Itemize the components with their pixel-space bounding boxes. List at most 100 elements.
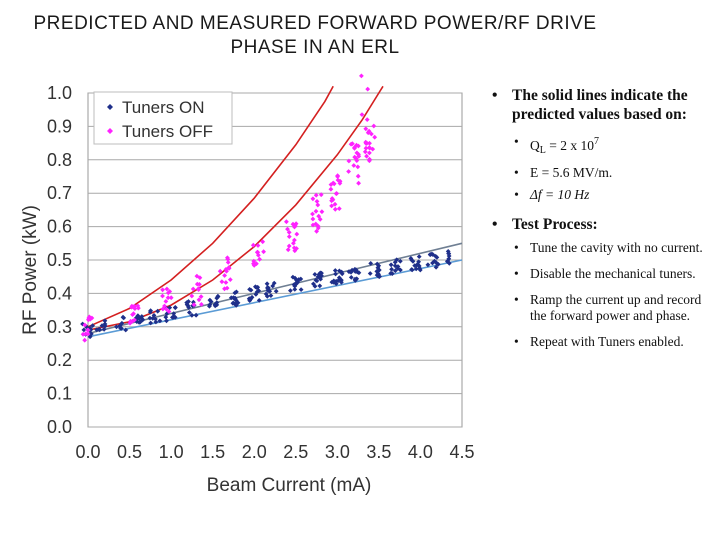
tuners-on-point	[235, 300, 241, 306]
tuners-on-point	[392, 268, 398, 274]
tuners-on-point	[153, 319, 159, 325]
tuners-off-point	[87, 316, 93, 322]
tuners-on-point	[270, 283, 276, 289]
tuners-off-point	[167, 289, 173, 294]
y-tick-label: 0.1	[47, 384, 72, 404]
y-tick-label: 0.0	[47, 417, 72, 437]
tuners-on-point	[151, 313, 157, 318]
tuners-on-point	[408, 256, 414, 261]
tuners-on-point	[392, 263, 398, 269]
step-repeat-enabled: Repeat with Tuners enabled.	[514, 334, 717, 350]
tuners-off-point	[135, 303, 141, 309]
tuners-off-point	[294, 246, 299, 251]
tuners-off-point	[363, 145, 369, 151]
tuners-off-point	[334, 191, 340, 196]
tuners-off-point	[348, 141, 354, 147]
tuners-on-point	[231, 295, 237, 301]
tuners-on-point	[395, 265, 401, 271]
tuners-off-point	[132, 317, 137, 323]
tuners-on-point	[120, 314, 126, 320]
tuners-off-point	[292, 237, 297, 243]
x-tick-label: 0.0	[75, 442, 100, 462]
tuners-on-point	[435, 261, 441, 267]
y-tick-label: 0.2	[47, 350, 72, 370]
tuners-on-point	[292, 287, 298, 292]
tuners-on-point	[333, 271, 338, 277]
y-tick-label: 0.5	[47, 250, 72, 270]
tuners-off-point	[292, 224, 297, 230]
tuners-off-point	[191, 302, 197, 308]
tuners-on-point	[409, 267, 415, 273]
tuners-off-point	[319, 209, 325, 215]
tuners-off-point	[127, 320, 133, 326]
tuners-off-point	[328, 182, 334, 187]
tuners-off-point	[315, 202, 321, 208]
tuners-on-point	[207, 303, 212, 309]
tuners-on-point	[123, 327, 129, 333]
tuners-on-point	[212, 302, 218, 307]
tuners-on-point	[388, 271, 394, 276]
tuners-on-point	[295, 279, 300, 284]
tuners-off-point	[82, 337, 88, 343]
legend-marker-tuners-on	[107, 104, 113, 110]
tuners-off-point	[285, 226, 290, 232]
tuners-on-point	[135, 313, 141, 319]
loaded-q-prefix: Q	[530, 138, 540, 153]
tuners-on-point	[416, 263, 422, 269]
tuners-off-point	[132, 303, 137, 309]
tuners-on-point	[254, 289, 260, 295]
tuners-off-point	[367, 156, 372, 162]
tuners-off-point	[367, 140, 372, 146]
tuners-on-point	[172, 314, 178, 320]
tuners-on-point	[397, 258, 403, 264]
tuners-on-point	[215, 293, 221, 299]
tuners-off-point	[354, 142, 359, 148]
slide-title: PREDICTED AND MEASURED FORWARD POWER/RF …	[0, 12, 630, 60]
step-tune-cavity: Tune the cavity with no current.	[514, 240, 717, 256]
tuners-on-point	[332, 268, 338, 273]
tuners-on-point	[137, 319, 143, 325]
tuners-off-point	[356, 180, 361, 186]
tuners-on-point	[248, 296, 254, 302]
tuners-on-point	[315, 274, 321, 280]
tuners-off-point	[255, 243, 261, 248]
tuners-off-point	[336, 206, 342, 211]
tuners-off-point	[346, 158, 352, 164]
tuners-on-point	[233, 298, 239, 303]
y-tick-label: 0.6	[47, 217, 72, 237]
tuners-off-point	[250, 242, 256, 248]
tuners-on-point	[114, 324, 119, 330]
tuners-on-point	[367, 271, 373, 276]
tuners-on-point	[388, 262, 394, 268]
tuners-off-point	[83, 331, 89, 337]
tuners-on-point	[228, 295, 234, 301]
tuners-on-point	[186, 305, 192, 310]
x-tick-label: 3.0	[325, 442, 350, 462]
tuners-off-point	[80, 331, 86, 337]
tuners-off-point	[352, 145, 357, 151]
tuners-on-point	[416, 254, 422, 259]
tuners-on-point	[445, 249, 451, 254]
tuners-on-point	[273, 288, 279, 294]
tuners-off-point	[286, 243, 292, 249]
tuners-off-point	[359, 73, 364, 79]
tuners-off-point	[222, 273, 227, 278]
tuners-off-point	[198, 294, 204, 299]
tuners-off-point	[332, 206, 338, 212]
tuners-off-point	[310, 196, 316, 202]
tuners-on-point	[99, 323, 105, 329]
tuners-off-point	[286, 230, 292, 235]
tuners-off-point	[160, 293, 165, 299]
tuners-off-point	[310, 211, 315, 217]
tuners-off-point	[190, 286, 196, 292]
tuners-off-point	[194, 273, 200, 279]
tuners-on-point	[148, 308, 153, 313]
tuners-on-point	[356, 270, 362, 276]
legend-label-tuners-off: Tuners OFF	[122, 122, 213, 141]
tuners-off-point	[329, 196, 335, 201]
tuners-off-point	[160, 287, 165, 293]
tuners-on-point	[208, 299, 214, 304]
tuners-on-point	[153, 316, 158, 322]
tuners-off-point	[364, 117, 370, 122]
